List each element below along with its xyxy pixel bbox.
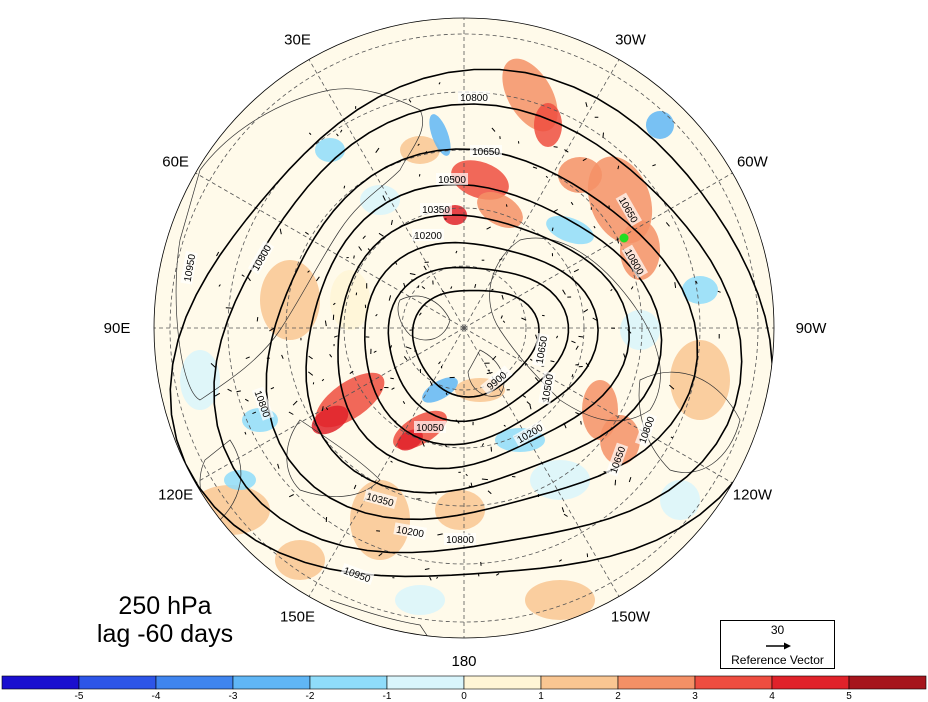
- colorbar-swatch: [463, 675, 542, 690]
- colorbar-tick-label: 0: [461, 691, 467, 702]
- contour-label: 10200: [412, 229, 444, 242]
- svg-text:10200: 10200: [414, 231, 442, 242]
- longitude-label: 60W: [737, 154, 769, 171]
- contour-label: 10950: [180, 251, 198, 285]
- reference-vector-title: Reference Vector: [731, 653, 824, 667]
- colorbar-swatch: [848, 675, 927, 690]
- colorbar-swatch: [155, 675, 234, 690]
- contour-line: [169, 68, 774, 578]
- svg-text:10350: 10350: [422, 205, 450, 216]
- longitude-label: 180: [451, 653, 476, 670]
- highlight-point-marker: [619, 233, 629, 243]
- colorbar-tick-label: 3: [692, 691, 698, 702]
- contour-line: [305, 183, 663, 494]
- anomaly-shading: [180, 58, 730, 620]
- colorbar-tick-label: -3: [229, 691, 238, 702]
- contour-label: 10050: [414, 421, 446, 434]
- colorbar-swatch: [1, 675, 80, 690]
- longitude-labels: 0 30W 60W 90W 120W 150W 180 150E 120E 90E 60E 30E: [104, 0, 828, 670]
- colorbar-tick-label: -4: [152, 691, 161, 702]
- svg-text:10950: 10950: [183, 253, 199, 283]
- contour-line: [265, 148, 699, 521]
- reference-arrow-icon: [766, 642, 791, 650]
- colorbar-tick-label: -2: [306, 691, 315, 702]
- svg-text:10800: 10800: [460, 93, 488, 104]
- pressure-level-label: 250 hPa: [118, 592, 212, 620]
- longitude-label: 150W: [611, 608, 651, 625]
- longitude-label: 120W: [733, 487, 773, 504]
- colorbar-tick-label: -5: [75, 691, 84, 702]
- longitude-label: 0: [460, 0, 468, 4]
- longitude-label: 30W: [615, 32, 647, 49]
- contour-label: 10200: [393, 522, 427, 540]
- longitude-label: 30E: [284, 32, 311, 49]
- plot-info: 250 hPa lag -60 days: [60, 592, 270, 648]
- colorbar-tick-label: 1: [538, 691, 544, 702]
- contour-label: 10350: [420, 203, 452, 216]
- contour-label: 10650: [470, 145, 502, 158]
- contour-line: [337, 214, 630, 470]
- longitude-label: 90E: [104, 320, 131, 337]
- contour-label: 10800: [458, 91, 490, 104]
- longitude-label: 60E: [162, 154, 189, 171]
- colorbar-swatch: [694, 675, 773, 690]
- colorbar: -5 -4 -3 -2 -1 0 1 2 3 4 5: [1, 675, 927, 702]
- reference-vector-box: 30 Reference Vector: [720, 620, 835, 669]
- svg-text:10650: 10650: [535, 335, 551, 365]
- svg-text:10800: 10800: [446, 535, 474, 546]
- colorbar-tick-label: 4: [769, 691, 775, 702]
- graticule: [154, 18, 774, 638]
- contour-line: [213, 103, 743, 554]
- contour-label: 10800: [444, 533, 476, 546]
- svg-text:10650: 10650: [472, 147, 500, 158]
- colorbar-swatch: [78, 675, 157, 690]
- lag-label: lag -60 days: [96, 620, 234, 648]
- svg-text:10200: 10200: [395, 525, 425, 541]
- contour-line: [387, 266, 570, 423]
- wind-vectors: [210, 82, 721, 581]
- colorbar-swatch: [540, 675, 619, 690]
- contour-label: 10500: [538, 371, 556, 405]
- contour-label: 10500: [436, 173, 468, 186]
- colorbar-swatch: [309, 675, 388, 690]
- colorbar-swatch: [617, 675, 696, 690]
- map-boundary: [153, 17, 775, 639]
- longitude-label: 150E: [280, 608, 315, 625]
- svg-text:10500: 10500: [541, 373, 557, 403]
- colorbar-tick-label: 2: [615, 691, 621, 702]
- contour-line: [411, 289, 540, 398]
- colorbar-tick-label: -1: [383, 691, 392, 702]
- colorbar-tick-label: 5: [846, 691, 852, 702]
- colorbar-swatch: [232, 675, 311, 690]
- contour-label: 10650: [532, 333, 550, 367]
- colorbar-swatch: [386, 675, 465, 690]
- svg-text:10050: 10050: [416, 423, 444, 434]
- reference-vector-magnitude: 30: [770, 623, 785, 637]
- longitude-label: 90W: [796, 320, 828, 337]
- height-contours: [169, 68, 774, 578]
- colorbar-swatch: [771, 675, 850, 690]
- longitude-label: 120E: [158, 487, 193, 504]
- svg-text:10500: 10500: [438, 175, 466, 186]
- contour-line: [363, 241, 599, 446]
